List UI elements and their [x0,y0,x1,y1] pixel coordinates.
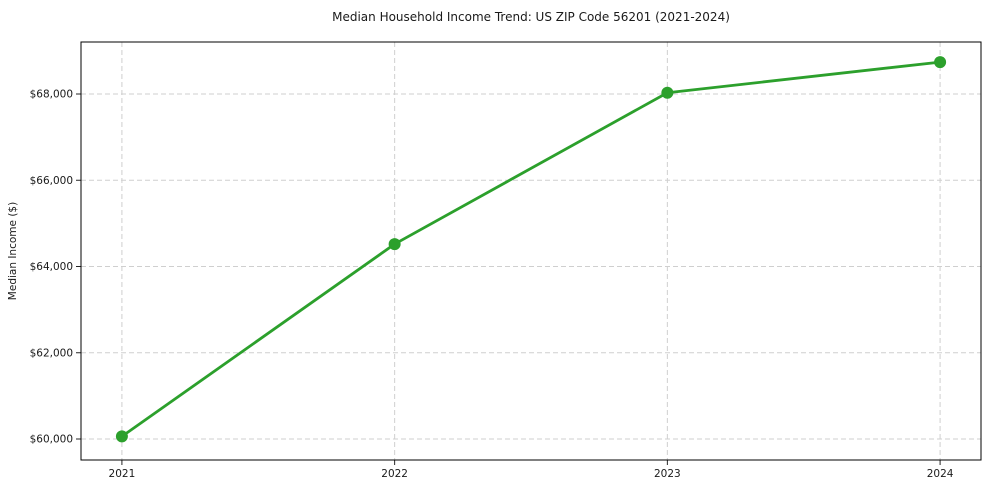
trend-line [120,60,942,438]
y-tick-label: $60,000 [30,433,73,445]
plot-border [80,41,982,461]
x-tick-label: 2021 [109,468,136,480]
y-tick-label: $64,000 [30,261,73,273]
y-tick-label: $66,000 [30,175,73,187]
plot-area: $60,000 $62,000 $64,000 $66,000 $68,000 2021 2… [30,41,982,480]
chart-title: Median Household Income Trend: US ZIP Co… [332,10,730,24]
data-point-2023 [661,86,674,99]
data-point-2022 [388,238,401,251]
x-tick-label: 2023 [654,468,681,480]
x-tick-label: 2022 [381,468,408,480]
y-axis-label: Median Income ($) [7,202,19,300]
y-tick-label: $68,000 [30,89,73,101]
x-tick-label: 2024 [927,468,954,480]
y-tick-label: $62,000 [30,347,73,359]
data-point-2024 [934,56,947,69]
data-point-2021 [115,430,128,443]
